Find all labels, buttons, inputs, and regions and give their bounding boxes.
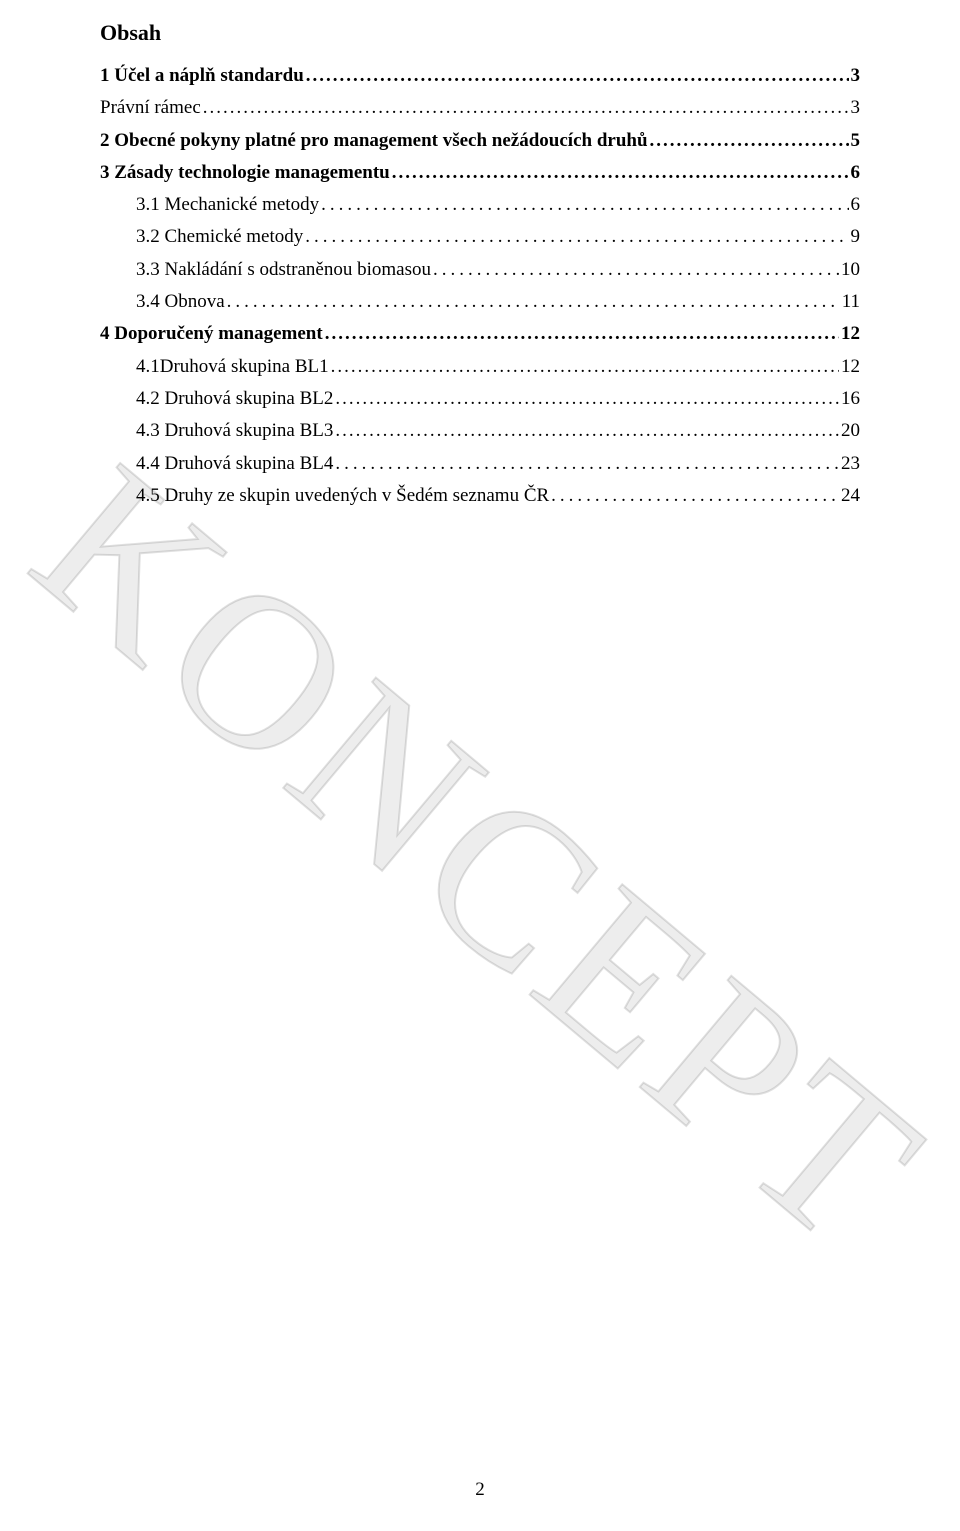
toc-label: 4.2 Druhová skupina BL2 (136, 383, 333, 415)
toc-label: 3.2 Chemické metody (136, 221, 303, 253)
toc-label: 3.3 Nakládání s odstraněnou biomasou (136, 254, 431, 286)
watermark-text: KONCEPT (0, 416, 960, 1298)
toc-row: 4.4 Druhová skupina BL4 23 (100, 448, 860, 480)
toc-page: 12 (841, 351, 860, 383)
toc-leader (325, 318, 839, 350)
toc-page: 11 (842, 286, 860, 318)
toc-row: Právní rámec 3 (100, 92, 860, 124)
toc-label: 4 Doporučený management (100, 318, 323, 350)
toc-label: 4.4 Druhová skupina BL4 (136, 448, 333, 480)
toc-row: 3.1 Mechanické metody 6 (100, 189, 860, 221)
toc-row: 3.2 Chemické metody 9 (100, 221, 860, 253)
toc-leader (335, 383, 839, 415)
toc-leader (392, 157, 849, 189)
toc-label: 4.3 Druhová skupina BL3 (136, 415, 333, 447)
toc-page: 3 (851, 60, 861, 92)
toc-row: 4.3 Druhová skupina BL3 20 (100, 415, 860, 447)
content-block: Obsah 1 Účel a náplň standardu 3Právní r… (100, 20, 860, 512)
toc-label: 3.1 Mechanické metody (136, 189, 319, 221)
toc-row: 2 Obecné pokyny platné pro management vš… (100, 125, 860, 157)
toc-heading: Obsah (100, 20, 860, 46)
toc-page: 10 (841, 254, 860, 286)
toc-row: 4 Doporučený management 12 (100, 318, 860, 350)
toc-row: 3 Zásady technologie managementu 6 (100, 157, 860, 189)
toc-leader (335, 415, 839, 447)
page-number: 2 (0, 1479, 960, 1501)
toc-label: 1 Účel a náplň standardu (100, 60, 304, 92)
toc-page: 6 (851, 189, 861, 221)
toc-leader (433, 254, 839, 286)
toc-page: 16 (841, 383, 860, 415)
toc-label: 4.5 Druhy ze skupin uvedených v Šedém se… (136, 480, 549, 512)
toc-label: Právní rámec (100, 92, 201, 124)
toc-row: 4.5 Druhy ze skupin uvedených v Šedém se… (100, 480, 860, 512)
toc-label: 4.1Druhová skupina BL1 (136, 351, 329, 383)
toc-row: 3.4 Obnova 11 (100, 286, 860, 318)
toc-label: 2 Obecné pokyny platné pro management vš… (100, 125, 648, 157)
toc-page: 20 (841, 415, 860, 447)
toc-leader (331, 351, 839, 383)
toc-leader (306, 60, 849, 92)
toc-row: 3.3 Nakládání s odstraněnou biomasou 10 (100, 254, 860, 286)
toc-row: 4.1Druhová skupina BL1 12 (100, 351, 860, 383)
toc-leader (321, 189, 848, 221)
toc-page: 3 (851, 92, 861, 124)
toc-leader (335, 448, 839, 480)
toc-leader (650, 125, 849, 157)
toc-page: 23 (841, 448, 860, 480)
toc-leader (551, 480, 839, 512)
toc-leader (305, 221, 848, 253)
toc-label: 3.4 Obnova (136, 286, 225, 318)
document-page: KONCEPT Obsah 1 Účel a náplň standardu 3… (0, 0, 960, 1531)
toc-page: 6 (851, 157, 861, 189)
toc-label: 3 Zásady technologie managementu (100, 157, 390, 189)
toc-row: 4.2 Druhová skupina BL2 16 (100, 383, 860, 415)
toc-page: 24 (841, 480, 860, 512)
toc-page: 9 (851, 221, 861, 253)
toc-row: 1 Účel a náplň standardu 3 (100, 60, 860, 92)
toc-list: 1 Účel a náplň standardu 3Právní rámec 3… (100, 60, 860, 512)
toc-page: 5 (851, 125, 861, 157)
toc-leader (227, 286, 840, 318)
toc-leader (203, 92, 849, 124)
toc-page: 12 (841, 318, 860, 350)
